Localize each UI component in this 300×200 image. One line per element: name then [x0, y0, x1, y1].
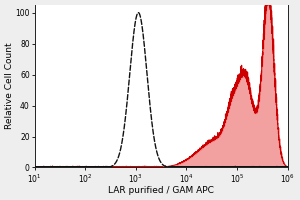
Y-axis label: Relative Cell Count: Relative Cell Count [5, 43, 14, 129]
X-axis label: LAR purified / GAM APC: LAR purified / GAM APC [108, 186, 214, 195]
